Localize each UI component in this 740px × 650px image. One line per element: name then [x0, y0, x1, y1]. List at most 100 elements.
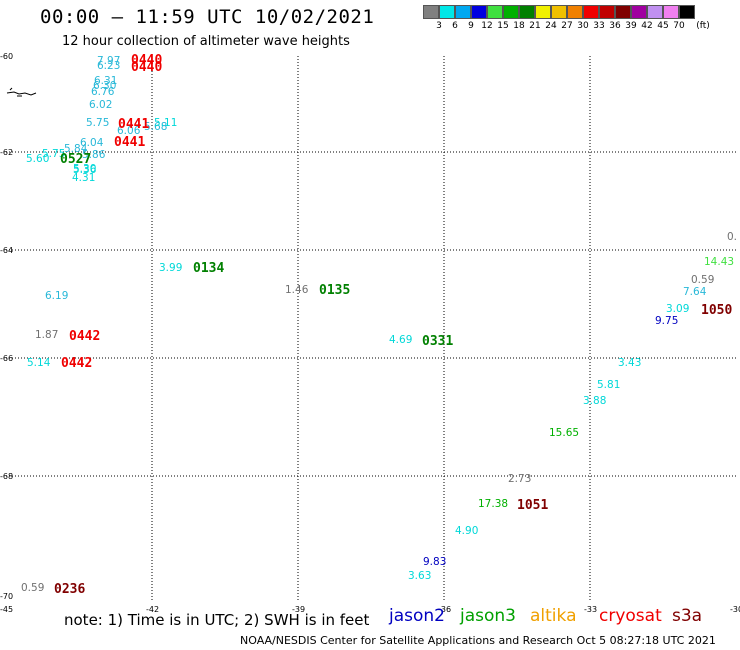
pass-time-label: 0135 — [319, 283, 350, 298]
color-scale-label: 36 — [609, 21, 621, 31]
map-grid — [6, 56, 736, 600]
color-scale-label: 15 — [497, 21, 509, 31]
color-swatch — [679, 5, 695, 19]
color-swatch — [455, 5, 471, 19]
color-scale-labels: 3 6 9 12 15 18 21 24 27 30 33 36 39 42 45 70 (ft) — [423, 21, 740, 33]
swh-value: 5.86 — [82, 149, 106, 161]
swh-value: 15.65 — [549, 427, 579, 439]
pass-time-label: 1050 — [701, 303, 732, 318]
satellite-legend-item: jason2 — [389, 606, 445, 626]
footer-note: note: 1) Time is in UTC; 2) SWH is in fe… — [64, 611, 370, 629]
swh-value: 6.23 — [97, 60, 120, 72]
color-scale-label: 70 — [673, 21, 685, 31]
color-swatch — [599, 5, 615, 19]
swh-value: 3.43 — [618, 357, 641, 369]
color-swatch — [487, 5, 503, 19]
color-scale-label: 39 — [625, 21, 637, 31]
swh-value: 0.59 — [21, 582, 44, 594]
color-scale-label: (ft) — [696, 21, 710, 31]
pass-time-label: 0440 — [131, 53, 162, 68]
color-scale-label: 33 — [593, 21, 605, 31]
color-swatch — [567, 5, 583, 19]
latitude-label: -60 — [0, 52, 13, 61]
swh-value: 7.97 — [97, 55, 120, 67]
longitude-label: -30 — [730, 605, 740, 614]
color-scale-label: 30 — [577, 21, 589, 31]
swh-value: 9.83 — [423, 556, 446, 568]
longitude-label: -45 — [0, 605, 13, 614]
color-scale-label: 42 — [641, 21, 653, 31]
swh-value: 0. — [727, 231, 737, 243]
pass-time-label: 1051 — [517, 498, 548, 513]
color-swatch — [535, 5, 551, 19]
color-swatch — [519, 5, 535, 19]
swh-value: 5.60 — [26, 153, 49, 165]
swh-value: 5.36 — [73, 164, 97, 176]
swh-value: 5.75 — [86, 117, 109, 129]
pass-time-label: 0442 — [61, 356, 92, 371]
color-swatch — [647, 5, 663, 19]
longitude-label: -42 — [146, 605, 159, 614]
swh-value: 6.02 — [89, 99, 112, 111]
swh-value: 1.87 — [35, 329, 58, 341]
color-swatch — [631, 5, 647, 19]
color-swatch — [615, 5, 631, 19]
color-scale-label: 9 — [468, 21, 474, 31]
color-swatch — [503, 5, 519, 19]
swh-value: 3.63 — [408, 570, 431, 582]
latitude-labels: -60 -62 -64 -66 -68 -70 — [0, 52, 13, 601]
swh-value: 5.81 — [597, 379, 620, 391]
swh-value: 3.99 — [159, 262, 182, 274]
swh-value: 3.09 — [666, 303, 689, 315]
swh-value: 4.69 — [389, 334, 412, 346]
swh-value: 5.30 — [73, 163, 96, 175]
swh-value: 4.90 — [455, 525, 478, 537]
pass-time-label: 0441 — [114, 135, 145, 150]
satellite-legend-item: jason3 — [460, 606, 516, 626]
color-scale — [423, 5, 695, 19]
color-scale-label: 21 — [529, 21, 541, 31]
color-scale-label: 24 — [545, 21, 557, 31]
page-subtitle: 12 hour collection of altimeter wave hei… — [62, 34, 350, 49]
color-scale-label: 18 — [513, 21, 525, 31]
swh-value: 6.76 — [91, 86, 115, 98]
swh-value: 6.04 — [80, 137, 104, 149]
color-swatch — [423, 5, 439, 19]
color-scale-label: 6 — [452, 21, 458, 31]
swh-value: 14.43 — [704, 256, 734, 268]
color-scale-label: 27 — [561, 21, 573, 31]
latitude-label: -66 — [0, 354, 13, 363]
latitude-label: -68 — [0, 472, 13, 481]
color-swatch — [583, 5, 599, 19]
swh-value: 5.84 — [64, 143, 88, 155]
swh-value: 7.64 — [683, 286, 707, 298]
color-scale-label: 45 — [657, 21, 669, 31]
color-scale-label: 3 — [436, 21, 442, 31]
swh-value: 1.46 — [285, 284, 309, 296]
color-swatch — [439, 5, 455, 19]
swh-value: 5.75 — [42, 148, 65, 160]
latitude-label: -70 — [0, 592, 13, 601]
coastline-fragment — [6, 87, 37, 97]
swh-value: 6.06 — [117, 125, 141, 137]
color-swatch — [663, 5, 679, 19]
latitude-label: -62 — [0, 148, 13, 157]
color-swatch — [471, 5, 487, 19]
pass-time-label: 0331 — [422, 334, 453, 349]
satellite-legend-item: s3a — [672, 606, 703, 626]
pass-time-label: 0134 — [193, 261, 224, 276]
swh-value: 6.19 — [45, 290, 68, 302]
swh-value: 4.31 — [72, 172, 95, 184]
pass-time-label: 0442 — [69, 329, 100, 344]
pass-time-label: 0527 — [60, 152, 91, 167]
swh-value: 2.73 — [508, 473, 531, 485]
pass-time-label: 0236 — [54, 582, 85, 597]
page-title: 00:00 — 11:59 UTC 10/02/2021 — [40, 6, 375, 28]
color-swatch — [551, 5, 567, 19]
pass-time-label: 0440 — [131, 60, 162, 75]
swh-value: 9.75 — [655, 315, 678, 327]
swh-value: 3.88 — [583, 395, 606, 407]
swh-value: 5.14 — [27, 357, 51, 369]
swh-value: 5.11 — [154, 117, 177, 129]
